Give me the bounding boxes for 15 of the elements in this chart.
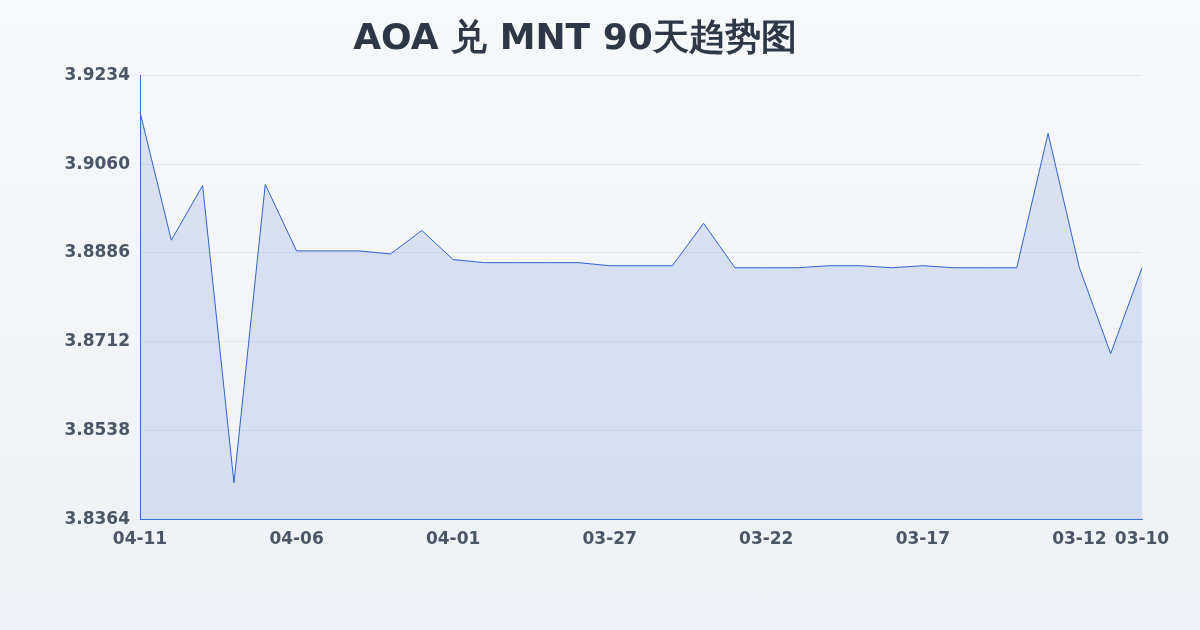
- y-tick-label: 3.9234: [64, 63, 131, 84]
- y-tick-label: 3.8886: [64, 241, 130, 262]
- x-tick-label: 03-12: [1052, 528, 1107, 549]
- x-tick-label: 03-17: [895, 528, 950, 549]
- y-tick-label: 3.8712: [64, 330, 130, 351]
- x-tick-label: 04-01: [425, 528, 481, 549]
- x-tick-label: 04-06: [269, 528, 324, 549]
- x-tick-label: 04-11: [112, 528, 168, 549]
- x-tick-label: 03-27: [582, 528, 637, 549]
- y-tick-label: 3.8538: [64, 419, 130, 440]
- y-tick-label: 3.9060: [64, 152, 131, 173]
- chart-title: AOA 兑 MNT 90天趋势图: [353, 15, 797, 57]
- y-tick-label: 3.8364: [64, 508, 131, 529]
- x-tick-label: 03-10: [1114, 528, 1170, 549]
- x-tick-label: 03-22: [739, 528, 794, 549]
